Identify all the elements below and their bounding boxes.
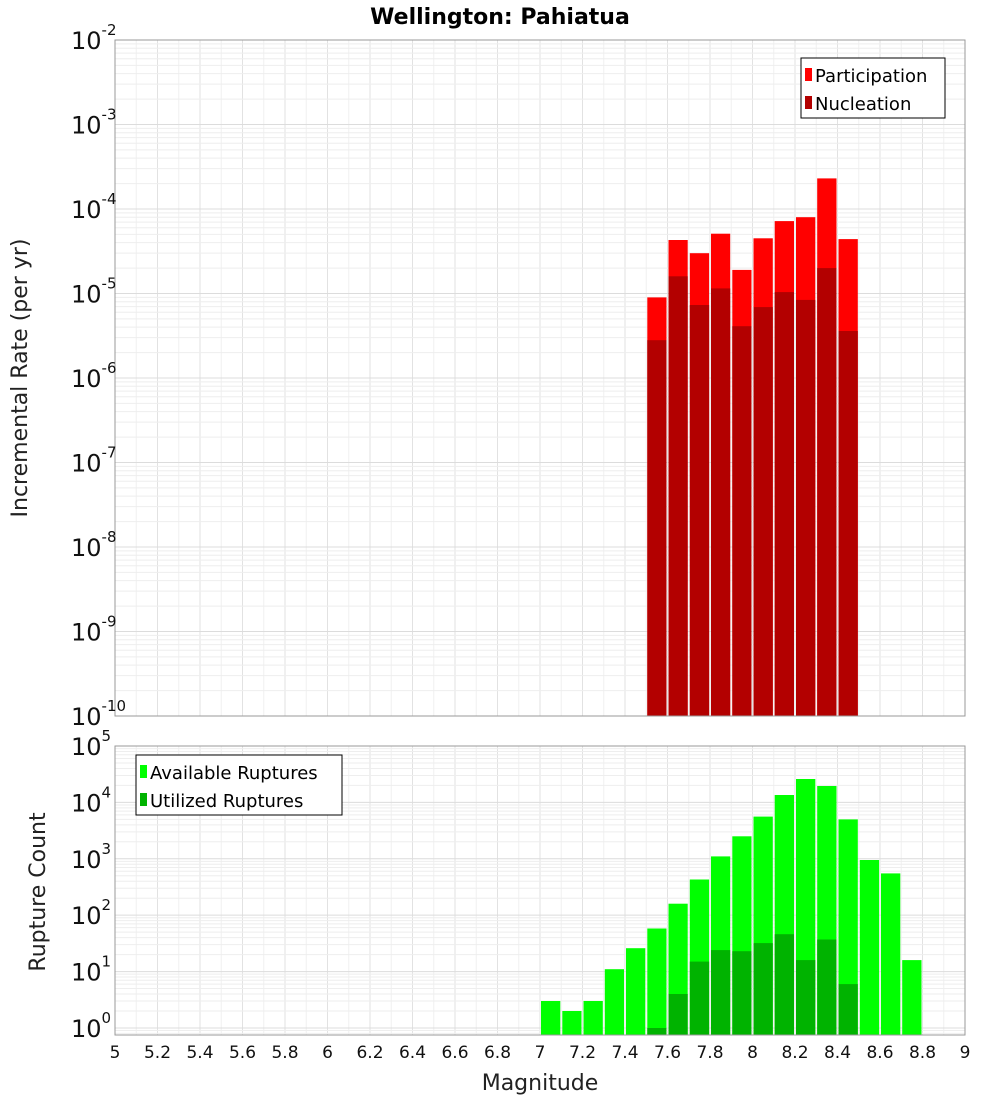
bar-available-ruptures — [647, 928, 667, 1035]
y-tick-label: 10-5 — [71, 275, 117, 309]
chart-title: Wellington: Pahiatua — [370, 5, 630, 30]
bar-nucleation — [668, 276, 688, 716]
top-panel: 10-10 10-9 10-8 10-7 10-6 10-5 10-4 10-3 10-2 In… — [8, 21, 966, 731]
legend-swatch — [805, 68, 812, 81]
bar-available-ruptures — [604, 969, 624, 1035]
x-tick-label: 7.8 — [696, 1043, 723, 1063]
y-tick-label: 10-8 — [71, 528, 117, 562]
x-tick-label: 6 — [322, 1043, 333, 1063]
bar-utilized-ruptures — [647, 1028, 667, 1035]
x-tick-label: 7 — [535, 1043, 546, 1063]
y-tick-label: 105 — [71, 727, 111, 761]
x-tick-label: 6.6 — [441, 1043, 468, 1063]
legend-box — [800, 57, 946, 119]
bar-nucleation — [732, 326, 752, 716]
bar-available-ruptures — [859, 860, 880, 1035]
x-tick-label: 5.2 — [144, 1043, 171, 1063]
bar-utilized-ruptures — [711, 950, 731, 1035]
x-tick-label: 8.4 — [824, 1043, 851, 1063]
bar-available-ruptures — [902, 960, 922, 1035]
bar-available-ruptures — [562, 1011, 582, 1035]
x-axis-label: Magnitude — [482, 1071, 599, 1096]
x-tick-label: 7.4 — [611, 1043, 638, 1063]
bar-nucleation — [774, 292, 794, 716]
bottom-y-axis-label: Rupture Count — [26, 812, 51, 972]
bottom-plot-border — [114, 745, 966, 1036]
y-tick-label: 10-9 — [71, 613, 117, 647]
legend-label: Nucleation — [815, 94, 911, 115]
x-tick-label: 6.4 — [399, 1043, 426, 1063]
legend-label: Available Ruptures — [150, 763, 318, 784]
bar-nucleation — [796, 299, 816, 716]
top-y-ticks: 10-10 10-9 10-8 10-7 10-6 10-5 10-4 10-3 10-2 — [71, 21, 126, 731]
top-y-axis-label: Incremental Rate (per yr) — [8, 239, 33, 518]
y-tick-label: 102 — [71, 896, 111, 930]
legend-swatch — [140, 765, 147, 778]
x-tick-label: 6.8 — [484, 1043, 511, 1063]
x-tick-label: 8.2 — [781, 1043, 808, 1063]
bottom-legend: Available Ruptures Utilized Ruptures — [135, 754, 343, 816]
bar-utilized-ruptures — [817, 939, 837, 1035]
y-tick-label: 10-7 — [71, 444, 117, 478]
x-tick-label: 7.2 — [569, 1043, 596, 1063]
bar-utilized-ruptures — [753, 943, 773, 1035]
x-tick-label: 5 — [110, 1043, 121, 1063]
bar-utilized-ruptures — [668, 994, 688, 1035]
y-tick-label: 10-3 — [71, 106, 117, 140]
legend-box — [135, 754, 343, 816]
y-tick-label: 103 — [71, 840, 111, 874]
x-tick-label: 6.2 — [356, 1043, 383, 1063]
bar-utilized-ruptures — [689, 961, 710, 1035]
y-tick-label: 101 — [71, 953, 111, 987]
y-tick-label: 10-10 — [71, 697, 126, 731]
x-tick-label: 5.4 — [186, 1043, 213, 1063]
bar-utilized-ruptures — [774, 934, 794, 1035]
bottom-y-ticks: 100 101 102 103 104 105 — [71, 727, 111, 1043]
bar-nucleation — [647, 340, 667, 716]
top-legend: Participation Nucleation — [800, 57, 946, 119]
bar-utilized-ruptures — [796, 960, 816, 1035]
x-ticks: 5 5.2 5.4 5.6 5.8 6 6.2 6.4 6.6 6.8 7 7.2 7.4 7.6 7.8 8… — [110, 1043, 971, 1063]
bottom-panel: 100 101 102 103 104 105 5 5.2 5.4 5.6 5.8 6 6.2 6.4 6… — [26, 727, 970, 1096]
x-tick-label: 5.8 — [271, 1043, 298, 1063]
top-bars — [647, 178, 858, 717]
bar-available-ruptures — [838, 819, 858, 1035]
x-tick-label: 8.6 — [866, 1043, 893, 1063]
bar-nucleation — [838, 331, 858, 716]
y-tick-label: 10-6 — [71, 359, 117, 393]
x-tick-label: 8 — [747, 1043, 758, 1063]
y-tick-label: 10-4 — [71, 190, 117, 224]
bottom-bars — [541, 779, 922, 1035]
y-tick-label: 100 — [71, 1009, 111, 1043]
x-tick-label: 9 — [960, 1043, 971, 1063]
top-gridlines — [114, 40, 966, 717]
y-tick-label: 104 — [71, 783, 111, 817]
bar-nucleation — [753, 307, 773, 716]
bar-nucleation — [689, 305, 710, 716]
legend-swatch — [140, 793, 147, 806]
bar-utilized-ruptures — [838, 984, 858, 1035]
bar-utilized-ruptures — [732, 951, 752, 1035]
legend-label: Participation — [815, 66, 927, 87]
bar-available-ruptures — [541, 1001, 561, 1035]
bar-available-ruptures — [626, 948, 646, 1035]
bar-nucleation — [711, 288, 731, 716]
bar-available-ruptures — [881, 873, 901, 1035]
x-tick-label: 8.8 — [909, 1043, 936, 1063]
bar-available-ruptures — [583, 1001, 603, 1035]
legend-swatch — [805, 96, 812, 109]
bar-nucleation — [817, 268, 837, 716]
top-plot-border — [114, 39, 966, 717]
legend-label: Utilized Ruptures — [150, 791, 303, 812]
x-tick-label: 5.6 — [229, 1043, 256, 1063]
y-tick-label: 10-2 — [71, 21, 117, 55]
x-tick-label: 7.6 — [654, 1043, 681, 1063]
